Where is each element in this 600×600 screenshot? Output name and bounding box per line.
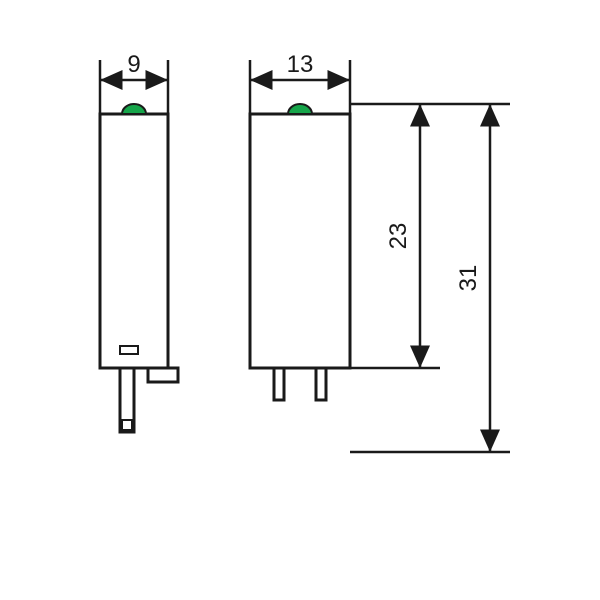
- svg-text:23: 23: [385, 223, 412, 250]
- svg-text:9: 9: [127, 51, 140, 78]
- svg-text:13: 13: [287, 51, 314, 78]
- svg-text:31: 31: [455, 265, 482, 292]
- technical-drawing: 9 13 23 31: [100, 51, 510, 452]
